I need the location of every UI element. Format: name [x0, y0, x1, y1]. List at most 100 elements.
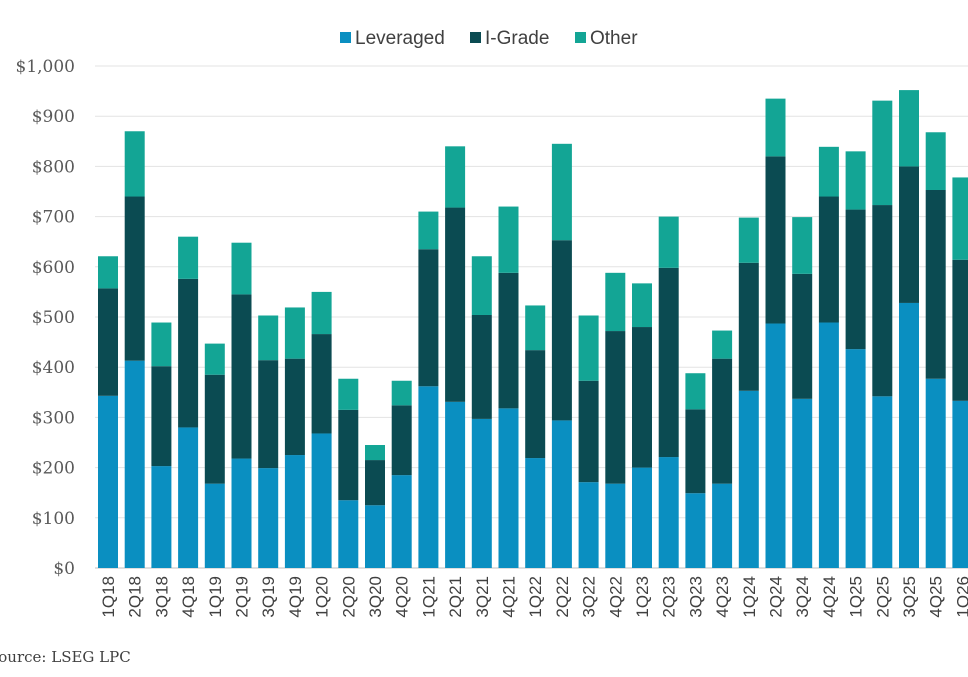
bar-i-grade-4Q25: [925, 189, 946, 379]
x-tick-label: 3Q22: [580, 576, 599, 618]
bar-leveraged-1Q23: [632, 467, 652, 568]
bar-i-grade-4Q18: [178, 278, 199, 428]
bar-i-grade-4Q21: [498, 272, 519, 409]
x-tick-label: 1Q18: [99, 576, 118, 618]
bar-i-grade-2Q21: [445, 207, 466, 402]
bar-leveraged-1Q20: [311, 433, 332, 568]
bar-other-3Q22: [578, 315, 599, 381]
bar-other-1Q24: [738, 217, 759, 263]
bar-other-2Q22: [551, 143, 572, 241]
y-axis-ticks: $0 $100 $200 $300 $400 $500 $600 $700 $800 $900 $1…: [16, 57, 75, 579]
legend-label-i-grade: I-Grade: [485, 28, 549, 49]
bar-other-4Q18: [178, 236, 199, 279]
bar-i-grade-3Q18: [151, 366, 172, 467]
bar-other-1Q19: [204, 343, 225, 375]
bar-other-1Q21: [418, 211, 439, 250]
x-tick-label: 4Q24: [820, 576, 839, 618]
bar-other-4Q19: [284, 307, 305, 359]
y-tick-label: $500: [32, 308, 75, 328]
y-tick-label: $100: [32, 509, 75, 529]
bar-other-2Q18: [124, 131, 145, 197]
bar-other-3Q25: [899, 90, 919, 167]
bar-other-1Q18: [98, 256, 118, 289]
x-tick-label: 1Q21: [419, 576, 438, 618]
bar-other-2Q24: [765, 98, 786, 157]
bar-leveraged-2Q23: [658, 457, 679, 568]
x-tick-label: 2Q21: [446, 576, 465, 618]
y-tick-label: $0: [53, 559, 75, 579]
bar-i-grade-1Q21: [418, 249, 439, 387]
bar-leveraged-3Q22: [578, 482, 599, 568]
bar-leveraged-3Q19: [258, 468, 279, 568]
legend-label-other: Other: [590, 28, 638, 49]
bar-i-grade-4Q19: [284, 358, 305, 456]
bar-i-grade-2Q19: [231, 294, 252, 459]
bar-other-2Q20: [338, 378, 359, 410]
x-tick-label: 4Q23: [713, 576, 732, 618]
x-tick-label: 1Q19: [206, 576, 225, 618]
x-tick-label: 3Q23: [686, 576, 705, 618]
y-tick-label: $200: [32, 459, 75, 479]
bar-other-4Q21: [498, 206, 519, 273]
y-tick-label: $300: [32, 408, 75, 428]
bar-other-2Q23: [658, 216, 679, 268]
bar-i-grade-1Q25: [845, 209, 866, 350]
x-tick-label: 2Q23: [660, 576, 679, 618]
bar-leveraged-1Q18: [98, 395, 118, 568]
bar-other-1Q20: [311, 291, 332, 335]
bar-other-3Q20: [365, 445, 385, 461]
bar-other-1Q25: [845, 151, 866, 210]
bar-leveraged-4Q24: [818, 322, 839, 568]
bar-other-2Q25: [872, 100, 893, 206]
bar-leveraged-2Q24: [765, 323, 786, 568]
bar-other-1Q23: [632, 283, 652, 328]
bar-i-grade-1Q20: [311, 334, 332, 434]
y-tick-label: $900: [32, 107, 75, 127]
x-tick-label: 3Q18: [152, 576, 171, 618]
bar-leveraged-2Q21: [445, 401, 466, 568]
bar-i-grade-3Q19: [258, 360, 279, 469]
x-tick-label: 1Q25: [847, 576, 866, 618]
x-tick-label: 2Q20: [339, 576, 358, 618]
bar-leveraged-1Q22: [525, 458, 546, 568]
bar-other-2Q19: [231, 242, 252, 295]
bar-other-3Q18: [151, 322, 172, 367]
x-tick-label: 3Q21: [473, 576, 492, 618]
x-axis-ticks: 1Q18 2Q18 3Q18 4Q18 1Q19 2Q19 3Q19 4Q19 1Q20 2Q20…: [99, 576, 968, 618]
x-tick-label: 3Q19: [259, 576, 278, 618]
y-tick-label: $800: [32, 157, 75, 177]
bar-leveraged-2Q22: [551, 420, 572, 568]
bar-leveraged-3Q20: [365, 505, 385, 568]
bar-other-4Q20: [391, 380, 412, 406]
bar-i-grade-1Q19: [204, 374, 225, 484]
bar-leveraged-4Q21: [498, 408, 519, 568]
bar-leveraged-1Q25: [845, 349, 866, 568]
x-tick-label: 4Q20: [393, 576, 412, 618]
bar-i-grade-1Q26: [952, 259, 968, 401]
bar-leveraged-4Q18: [178, 427, 199, 568]
bar-leveraged-3Q24: [792, 398, 813, 568]
bar-leveraged-3Q23: [685, 493, 706, 568]
bar-i-grade-4Q20: [391, 405, 412, 476]
x-tick-label: 3Q24: [793, 576, 812, 618]
bar-i-grade-4Q24: [818, 196, 839, 323]
bar-i-grade-1Q23: [632, 327, 652, 468]
bar-other-4Q23: [712, 330, 733, 359]
bar-i-grade-2Q18: [124, 196, 145, 361]
bar-leveraged-4Q25: [925, 378, 946, 568]
bar-leveraged-1Q24: [738, 390, 759, 568]
bar-leveraged-4Q22: [605, 483, 626, 568]
x-tick-label: 1Q24: [740, 576, 759, 618]
bar-other-3Q23: [685, 373, 706, 410]
bar-i-grade-2Q22: [551, 240, 572, 421]
bar-i-grade-2Q20: [338, 409, 359, 501]
bar-other-1Q26: [952, 177, 968, 260]
bar-other-4Q22: [605, 272, 626, 332]
x-tick-label: 4Q19: [286, 576, 305, 618]
bar-leveraged-4Q20: [391, 475, 412, 568]
x-tick-label: 3Q25: [900, 576, 919, 618]
bar-i-grade-3Q25: [899, 166, 919, 303]
bar-i-grade-1Q18: [98, 288, 118, 396]
bars: [98, 90, 968, 568]
bar-leveraged-1Q26: [952, 400, 968, 568]
